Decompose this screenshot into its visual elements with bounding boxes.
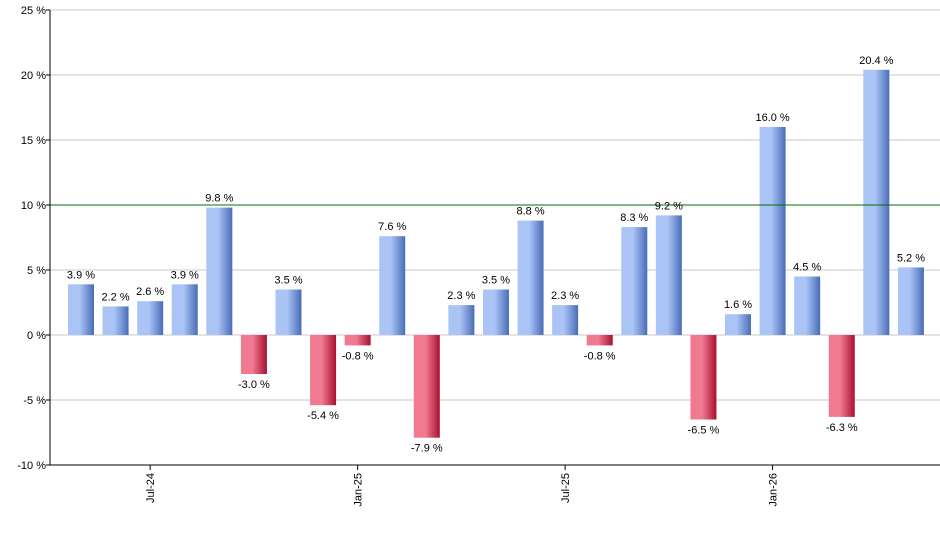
y-tick-label: -10 % [17,460,46,472]
data-label: -7.9 % [411,443,443,455]
bar [344,335,371,346]
data-label: 2.6 % [136,286,164,298]
bar [379,236,406,335]
data-label: -5.4 % [307,410,339,422]
data-labels: 3.9 % 2.2 % 2.6 % 3.9 % 9.8 % -3.0 % 3.5 % -5.4… [67,55,925,455]
y-tick-label: 5 % [27,265,46,277]
bar [206,207,233,335]
data-label: -6.5 % [688,425,720,437]
data-label: 3.9 % [67,269,95,281]
bar [68,284,94,335]
bar [137,301,164,335]
x-tick-label: Jan-25 [353,473,365,507]
bar [552,305,579,335]
y-tick-label: 15 % [21,135,46,147]
bar [897,267,924,335]
bar [828,335,855,417]
data-label: -6.3 % [826,422,858,434]
data-label: -3.0 % [238,379,270,391]
bar [171,284,198,335]
bar [275,289,302,335]
grid-lines [50,9,940,466]
data-label: 2.3 % [551,290,579,302]
bar [655,215,682,335]
data-label: 9.2 % [655,200,683,212]
data-label: -0.8 % [342,350,374,362]
data-label: 20.4 % [859,55,893,67]
x-tick-label: Jan-26 [768,473,780,507]
y-tick-label: 10 % [21,200,46,212]
data-label: 7.6 % [378,221,406,233]
data-label: 9.8 % [205,193,233,205]
y-axis-tick-labels: -10 % -5 % 0 % 5 % 10 % 15 % 20 % 25 % [17,5,46,472]
data-label: 5.2 % [897,252,925,264]
y-tick-label: 25 % [21,5,46,17]
bar [794,276,821,335]
bar [586,335,613,346]
data-label: 16.0 % [755,112,789,124]
axes [46,9,940,470]
data-label: 3.9 % [171,269,199,281]
bar [690,335,717,420]
y-tick-label: 0 % [27,330,46,342]
y-tick-label: 20 % [21,70,46,82]
y-tick-label: -5 % [23,395,46,407]
bar [725,314,752,335]
data-label: 4.5 % [793,262,821,274]
bar [310,335,337,406]
bars [68,69,924,438]
data-label: 1.6 % [724,299,752,311]
data-label: 2.2 % [102,291,130,303]
data-label: 2.3 % [447,290,475,302]
x-tick-label: Jul-24 [145,473,157,503]
bar [482,289,509,335]
data-label: 8.8 % [516,206,544,218]
bar [240,335,267,374]
bar [621,227,648,335]
data-label: 3.5 % [274,275,302,287]
x-tick-label: Jul-25 [560,473,572,503]
bar [413,335,440,438]
data-label: 3.5 % [482,275,510,287]
bar [863,69,890,336]
bar [759,127,786,335]
data-label: 8.3 % [620,212,648,224]
data-label: -0.8 % [584,350,616,362]
bar [448,305,475,335]
bar [102,306,129,335]
x-axis-tick-labels: Jul-24 Jan-25 Jul-25 Jan-26 [145,473,779,507]
bar [517,220,544,335]
